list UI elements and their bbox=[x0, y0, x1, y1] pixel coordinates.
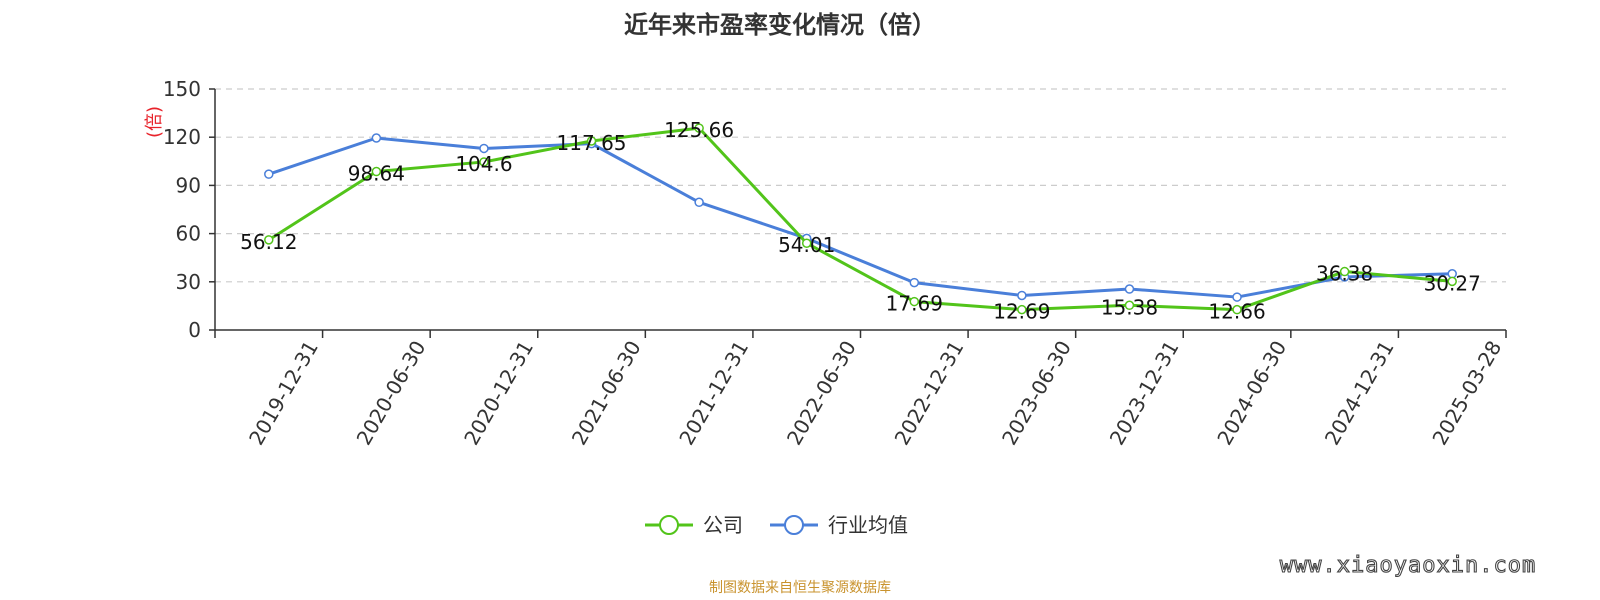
y-tick-labels: 0 30 60 90 120 150 bbox=[163, 77, 201, 342]
data-label: 36.38 bbox=[1316, 262, 1373, 286]
data-point bbox=[694, 197, 704, 208]
data-point bbox=[1232, 304, 1242, 315]
data-label: 117.65 bbox=[557, 131, 627, 155]
series-line bbox=[267, 126, 1453, 312]
y-tick-label: 60 bbox=[176, 222, 201, 246]
data-label: 12.69 bbox=[993, 300, 1050, 324]
x-tick-label: 2020-06-30 bbox=[352, 336, 431, 449]
watermark: www.xiaoyaoxin.com bbox=[1280, 553, 1536, 578]
legend: 公司 行业均值 bbox=[645, 513, 908, 537]
axes bbox=[209, 88, 1507, 338]
x-tick-label: 2025-03-28 bbox=[1427, 337, 1506, 450]
x-tick-label: 2021-06-30 bbox=[567, 337, 646, 450]
data-point bbox=[371, 133, 382, 143]
data-label: 54.01 bbox=[778, 233, 835, 257]
data-point bbox=[1124, 300, 1135, 311]
data-label: 98.64 bbox=[348, 162, 405, 186]
data-label: 56.12 bbox=[240, 230, 297, 254]
data-label: 15.38 bbox=[1101, 295, 1158, 319]
data-label: 125.66 bbox=[664, 118, 734, 142]
series-lines bbox=[264, 123, 1457, 315]
legend-marker bbox=[784, 515, 804, 535]
x-tick-label: 2019-12-31 bbox=[244, 337, 323, 450]
data-point bbox=[479, 143, 489, 154]
x-tick-label: 2023-12-31 bbox=[1105, 337, 1184, 450]
data-point bbox=[1447, 276, 1457, 287]
x-tick-label: 2022-12-31 bbox=[890, 336, 969, 449]
data-point bbox=[264, 235, 274, 245]
x-tick-label: 2023-06-30 bbox=[997, 337, 1076, 450]
data-point bbox=[909, 296, 920, 307]
data-labels: 56.12 98.64 104.6 117.65 125.66 54.01 17.69 12.… bbox=[240, 118, 1481, 324]
legend-label: 公司 bbox=[703, 513, 743, 537]
data-point bbox=[371, 166, 382, 177]
data-point bbox=[1017, 290, 1027, 301]
chart-title: 近年来市盈率变化情况（倍） bbox=[624, 11, 936, 39]
series-line bbox=[268, 136, 1453, 299]
data-point bbox=[1124, 284, 1135, 294]
grid-lines bbox=[215, 88, 1506, 283]
data-point bbox=[909, 277, 920, 288]
x-tick-label: 2022-06-30 bbox=[782, 337, 861, 450]
data-label: 30.27 bbox=[1424, 271, 1481, 295]
legend-label: 行业均值 bbox=[828, 513, 908, 537]
data-point bbox=[694, 123, 704, 133]
x-tick-label: 2024-06-30 bbox=[1212, 337, 1291, 450]
x-tick-label: 2024-12-31 bbox=[1320, 337, 1399, 450]
x-tick-label: 2020-12-31 bbox=[459, 337, 538, 450]
data-point bbox=[1017, 304, 1027, 315]
data-label: 12.66 bbox=[1208, 300, 1265, 324]
data-point bbox=[1232, 292, 1242, 302]
y-tick-label: 90 bbox=[176, 173, 201, 197]
legend-marker bbox=[659, 515, 679, 535]
data-label: 17.69 bbox=[886, 292, 943, 316]
data-point bbox=[801, 238, 812, 248]
y-tick-label: 0 bbox=[188, 318, 201, 342]
data-label: 104.6 bbox=[455, 152, 512, 176]
y-tick-label: 150 bbox=[163, 77, 201, 101]
data-point bbox=[586, 136, 597, 146]
y-tick-label: 30 bbox=[176, 270, 201, 294]
data-point bbox=[479, 157, 489, 167]
x-tick-labels: 2019-12-31 2020-06-30 2020-12-31 2021-06-30… bbox=[244, 336, 1506, 449]
data-point bbox=[1339, 266, 1350, 277]
y-axis-label: (倍) bbox=[144, 106, 165, 138]
y-tick-label: 120 bbox=[163, 125, 201, 149]
x-tick-label: 2021-12-31 bbox=[674, 337, 753, 450]
source-note: 制图数据来自恒生聚源数据库 bbox=[709, 580, 891, 596]
data-point bbox=[264, 169, 274, 179]
